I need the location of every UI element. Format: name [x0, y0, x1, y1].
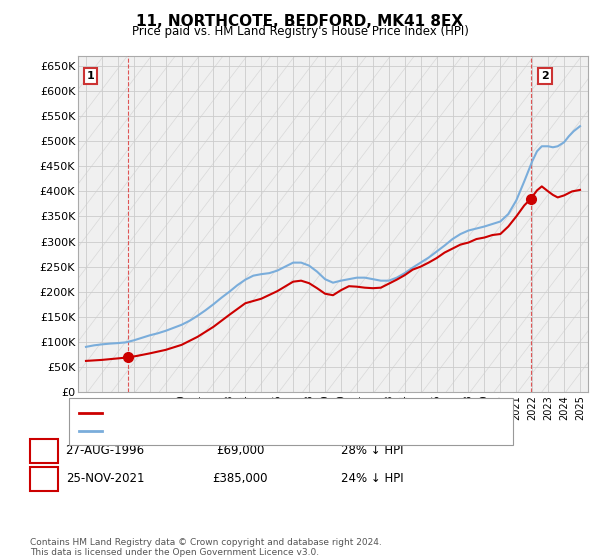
Text: Contains HM Land Registry data © Crown copyright and database right 2024.
This d: Contains HM Land Registry data © Crown c…: [30, 538, 382, 557]
Text: HPI: Average price, detached house, Bedford: HPI: Average price, detached house, Bedf…: [107, 426, 341, 436]
Text: 25-NOV-2021: 25-NOV-2021: [66, 472, 144, 486]
Text: 2: 2: [541, 71, 549, 81]
Text: Price paid vs. HM Land Registry's House Price Index (HPI): Price paid vs. HM Land Registry's House …: [131, 25, 469, 38]
Text: 27-AUG-1996: 27-AUG-1996: [65, 444, 145, 458]
Text: 24% ↓ HPI: 24% ↓ HPI: [341, 472, 403, 486]
Text: £69,000: £69,000: [216, 444, 264, 458]
Text: 2: 2: [40, 472, 48, 486]
Text: £385,000: £385,000: [212, 472, 268, 486]
Text: 1: 1: [40, 444, 48, 458]
Text: 28% ↓ HPI: 28% ↓ HPI: [341, 444, 403, 458]
Text: 11, NORTHCOTE, BEDFORD, MK41 8EX (detached house): 11, NORTHCOTE, BEDFORD, MK41 8EX (detach…: [107, 408, 403, 418]
Text: 11, NORTHCOTE, BEDFORD, MK41 8EX: 11, NORTHCOTE, BEDFORD, MK41 8EX: [136, 14, 464, 29]
Text: 1: 1: [87, 71, 95, 81]
